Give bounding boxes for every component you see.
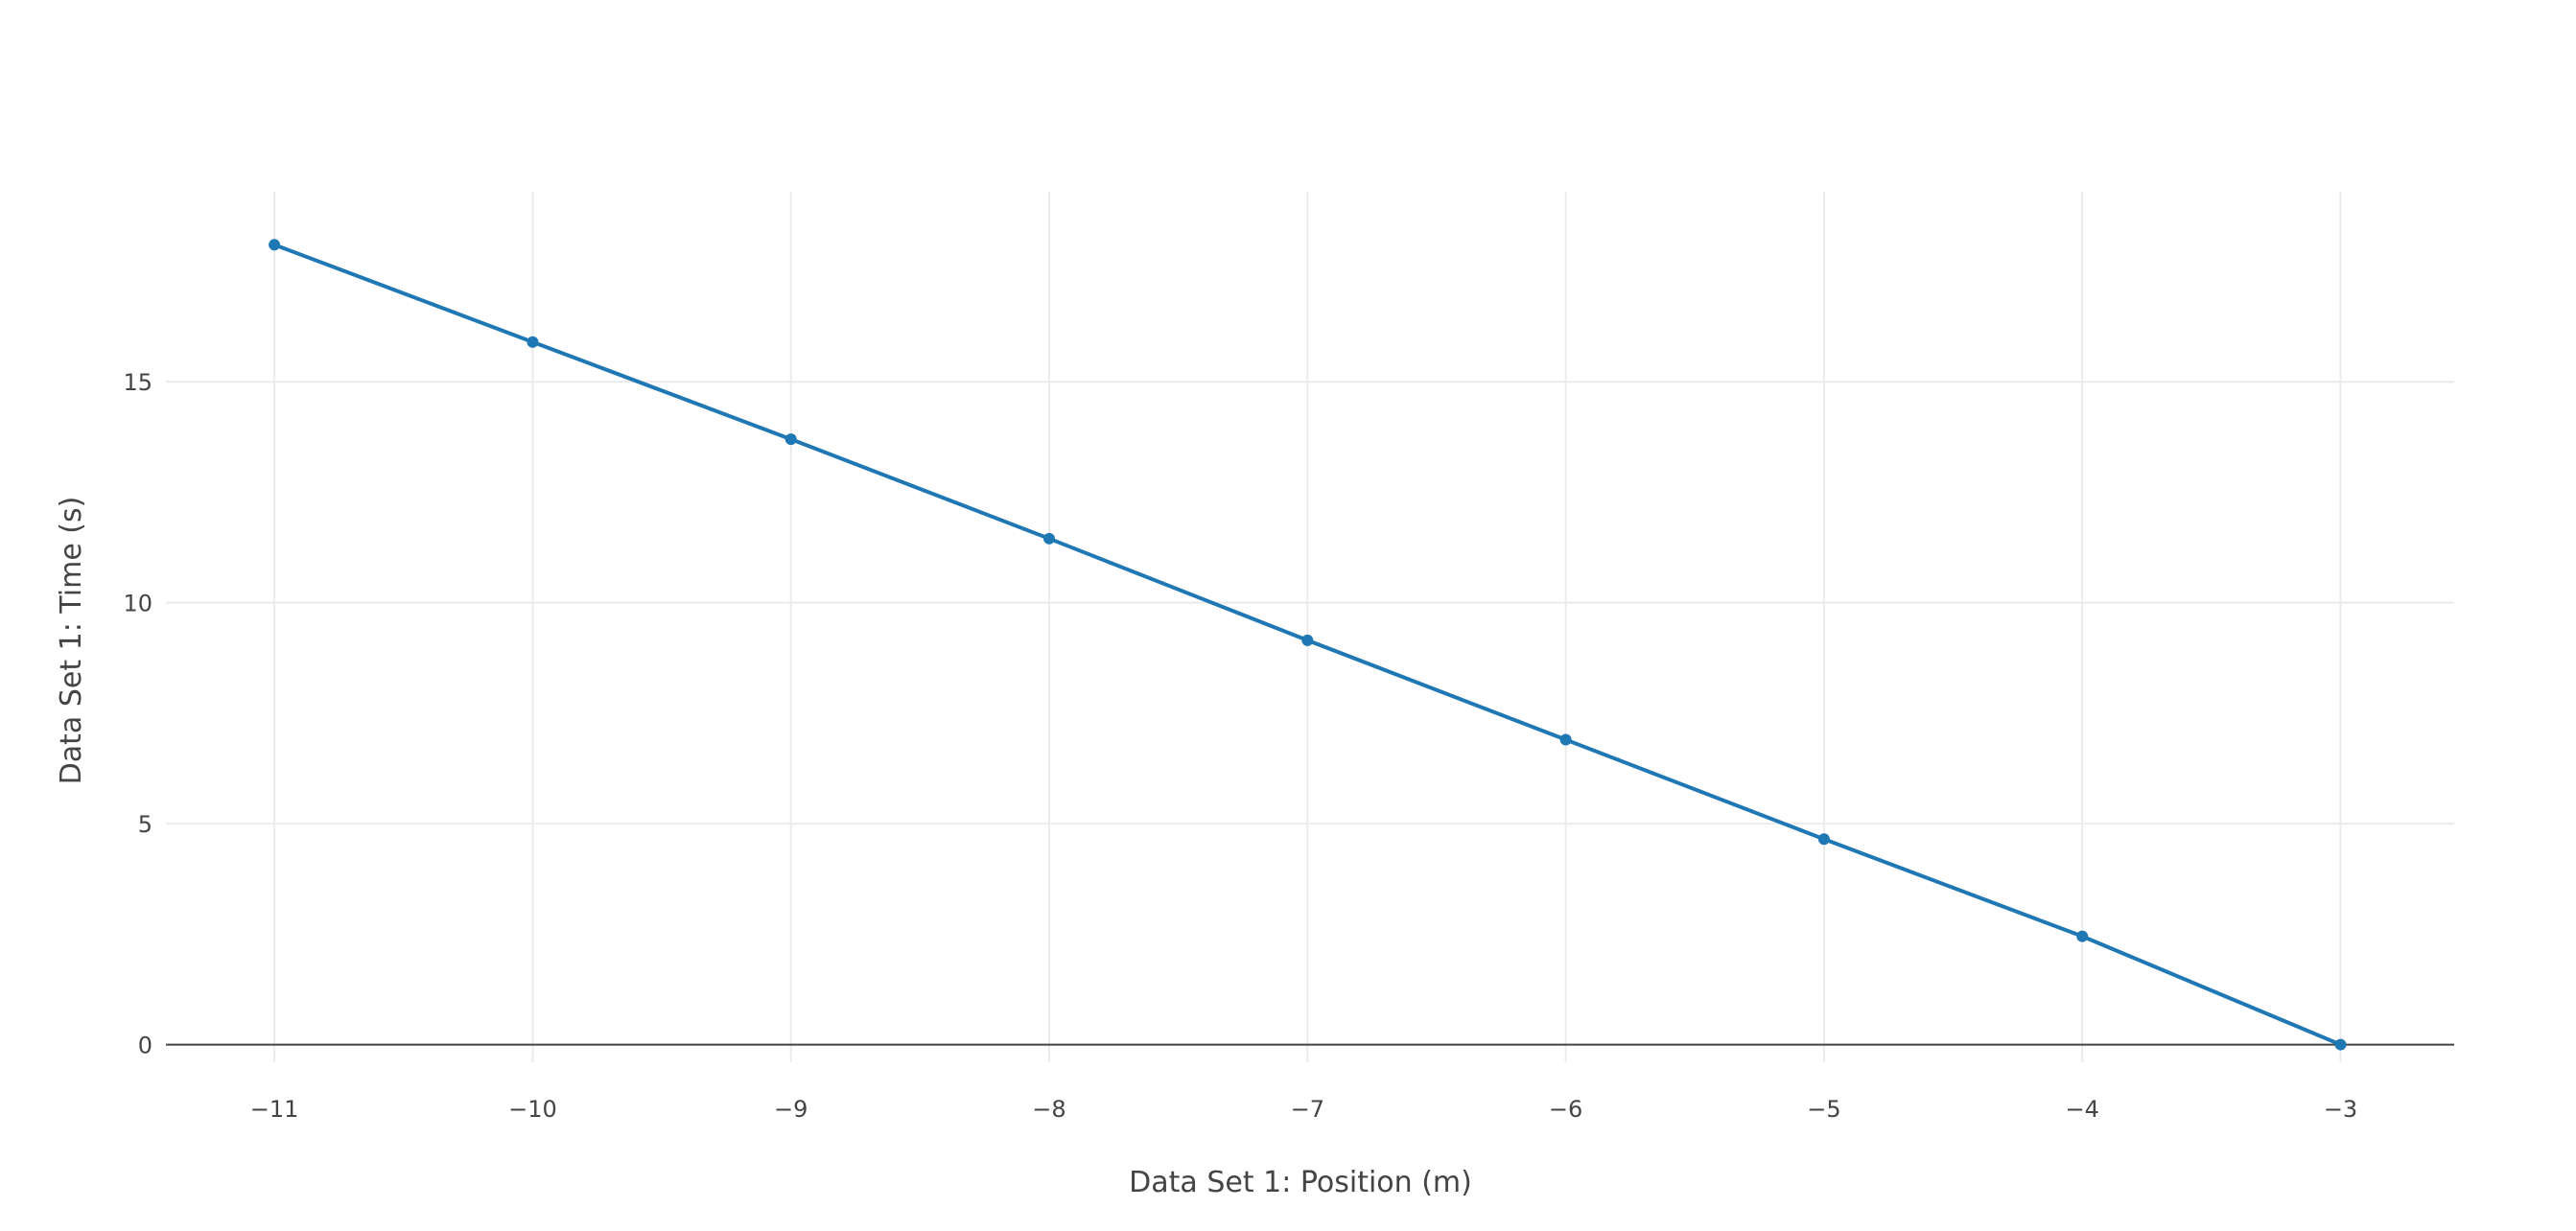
x-gridlines (273, 192, 2342, 1062)
data-point[interactable] (2076, 930, 2089, 942)
y-gridlines (166, 381, 2454, 825)
y-tick-label: 10 (123, 591, 152, 617)
x-tick-label: −4 (2066, 1096, 2099, 1123)
x-tick-label: −10 (508, 1096, 557, 1123)
x-tick-label: −7 (1291, 1096, 1324, 1123)
data-point[interactable] (1559, 733, 1572, 746)
data-point[interactable] (785, 433, 797, 446)
x-tick-label: −3 (2324, 1096, 2357, 1123)
x-tick-labels: −11 −10 −9 −8 −7 −6 −5 −4 −3 (250, 1096, 2357, 1123)
y-tick-label: 5 (138, 811, 152, 838)
x-tick-label: −6 (1549, 1096, 1582, 1123)
data-point[interactable] (2334, 1038, 2347, 1051)
data-point[interactable] (1817, 833, 1830, 846)
x-tick-label: −5 (1807, 1096, 1840, 1123)
y-axis-title: Data Set 1: Time (s) (55, 497, 88, 785)
y-tick-label: 15 (123, 369, 152, 396)
data-point[interactable] (269, 239, 281, 251)
x-axis-title: Data Set 1: Position (m) (1129, 1166, 1472, 1199)
series-layer (269, 239, 2347, 1051)
x-tick-label: −8 (1032, 1096, 1066, 1123)
y-tick-label: 0 (138, 1033, 152, 1059)
y-tick-labels: 0 5 10 15 (123, 369, 152, 1058)
data-point[interactable] (1301, 634, 1314, 646)
data-point[interactable] (527, 336, 539, 348)
x-tick-label: −11 (250, 1096, 299, 1123)
data-point[interactable] (1043, 532, 1056, 545)
x-tick-label: −9 (774, 1096, 808, 1123)
